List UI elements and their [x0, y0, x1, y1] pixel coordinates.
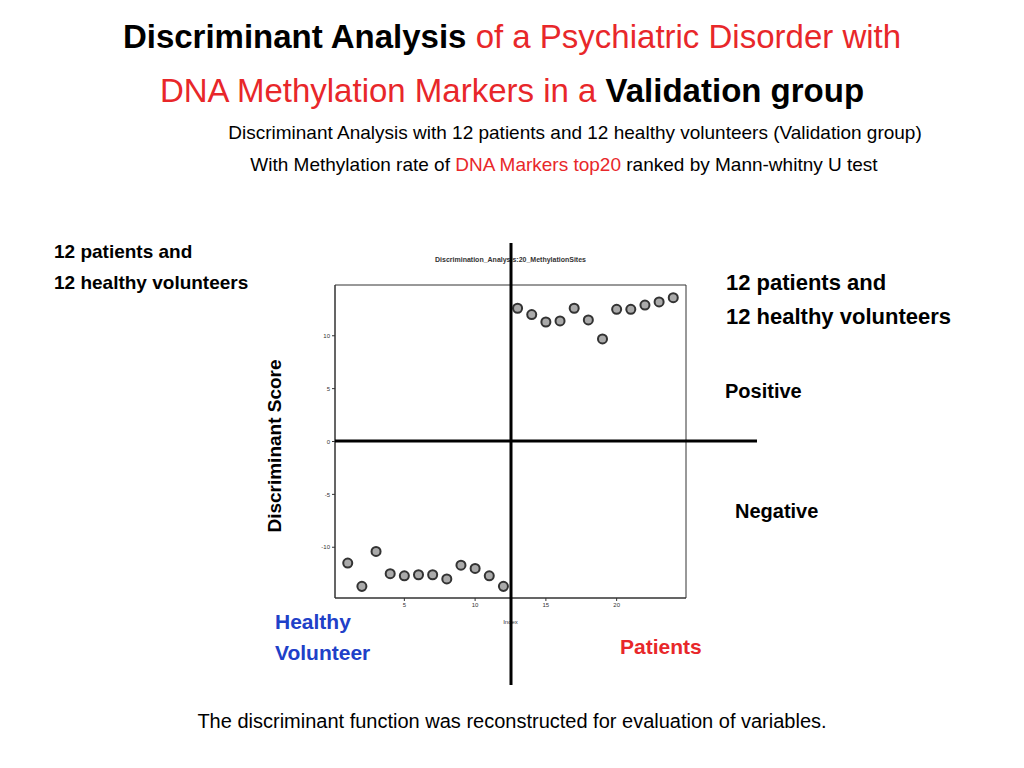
svg-text:0: 0: [327, 439, 331, 445]
svg-text:5: 5: [403, 602, 407, 608]
html-text:12 patients and: 12 patients and: [726, 270, 887, 295]
html-text:Discriminant Analysis with 12: Discriminant Analysis with 12 patients a…: [228, 122, 922, 143]
html-text:With Methylation rate of DNA M: With Methylation rate of DNA Markers top…: [250, 154, 878, 175]
html-text:Volunteer: Volunteer: [275, 641, 371, 664]
html-text:Discriminant Score: Discriminant Score: [264, 359, 285, 533]
svg-text:Index: Index: [503, 619, 518, 625]
html-text:Discriminant Analysis of a Psy: Discriminant Analysis of a Psychiatric D…: [122, 18, 902, 55]
html-text:12 patients and: 12 patients and: [54, 241, 193, 262]
svg-text:20: 20: [613, 602, 620, 608]
svg-text:10: 10: [472, 602, 479, 608]
html-text:Discrimination_Analysis:20_Met: Discrimination_Analysis:20_MethylationSi…: [435, 256, 586, 263]
html-text:DNA Methylation Markers in a V: DNA Methylation Markers in a Validation …: [159, 72, 865, 109]
html-text:Healthy: Healthy: [275, 610, 351, 633]
html-text:12 healthy volunteers: 12 healthy volunteers: [54, 272, 249, 293]
svg-text:-10: -10: [321, 544, 330, 550]
svg-text:5: 5: [327, 386, 331, 392]
html-text:The discriminant function was: The discriminant function was reconstruc…: [197, 710, 827, 732]
html-text:Negative: Negative: [735, 500, 819, 522]
html-text:12 healthy volunteers: 12 healthy volunteers: [726, 304, 951, 329]
svg-text:10: 10: [323, 333, 330, 339]
html-text:Positive: Positive: [725, 380, 802, 402]
html-text:Patients: Patients: [620, 635, 702, 658]
svg-text:15: 15: [543, 602, 550, 608]
svg-text:-5: -5: [325, 492, 331, 498]
